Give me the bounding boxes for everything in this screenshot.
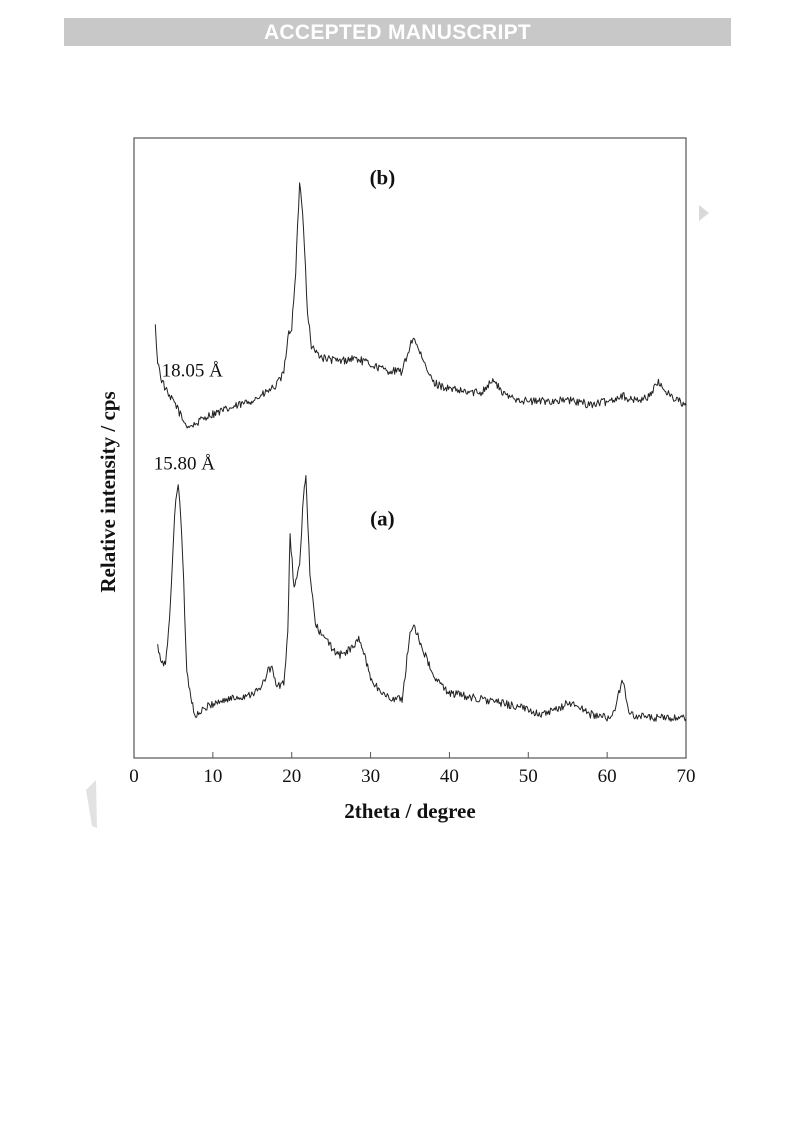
annotations: (b) (a) 18.05 Å 15.80 Å <box>154 166 396 531</box>
d-spacing-label-2: 18.05 Å <box>162 361 224 382</box>
x-tick-label-2: 20 <box>282 766 301 787</box>
x-tick-label-5: 50 <box>519 766 538 787</box>
d-spacing-label-3: 15.80 Å <box>154 454 216 475</box>
x-tick-label-4: 40 <box>440 766 459 787</box>
x-ticks <box>133 752 687 758</box>
x-tick-label-7: 70 <box>677 766 696 787</box>
series-line-b <box>154 182 687 429</box>
x-tick-label-6: 60 <box>598 766 617 787</box>
x-tick-label-0: 0 <box>129 766 139 787</box>
panel-label-b: (b) <box>370 166 396 190</box>
x-tick-labels: 0 10 20 30 40 50 60 70 <box>129 766 695 787</box>
y-axis-title: Relative intensity / cps <box>96 391 120 592</box>
plot-frame <box>133 137 687 759</box>
scan-artifact-shard <box>86 780 97 828</box>
x-axis-title: 2theta / degree <box>344 799 475 823</box>
series-lines <box>154 182 687 722</box>
scan-artifact-triangle <box>699 205 709 221</box>
series-line-a <box>157 475 687 722</box>
x-tick-label-3: 30 <box>361 766 380 787</box>
panel-label-a: (a) <box>370 507 395 531</box>
x-tick-label-1: 10 <box>203 766 222 787</box>
accepted-manuscript-banner: ACCEPTED MANUSCRIPT <box>64 18 731 46</box>
